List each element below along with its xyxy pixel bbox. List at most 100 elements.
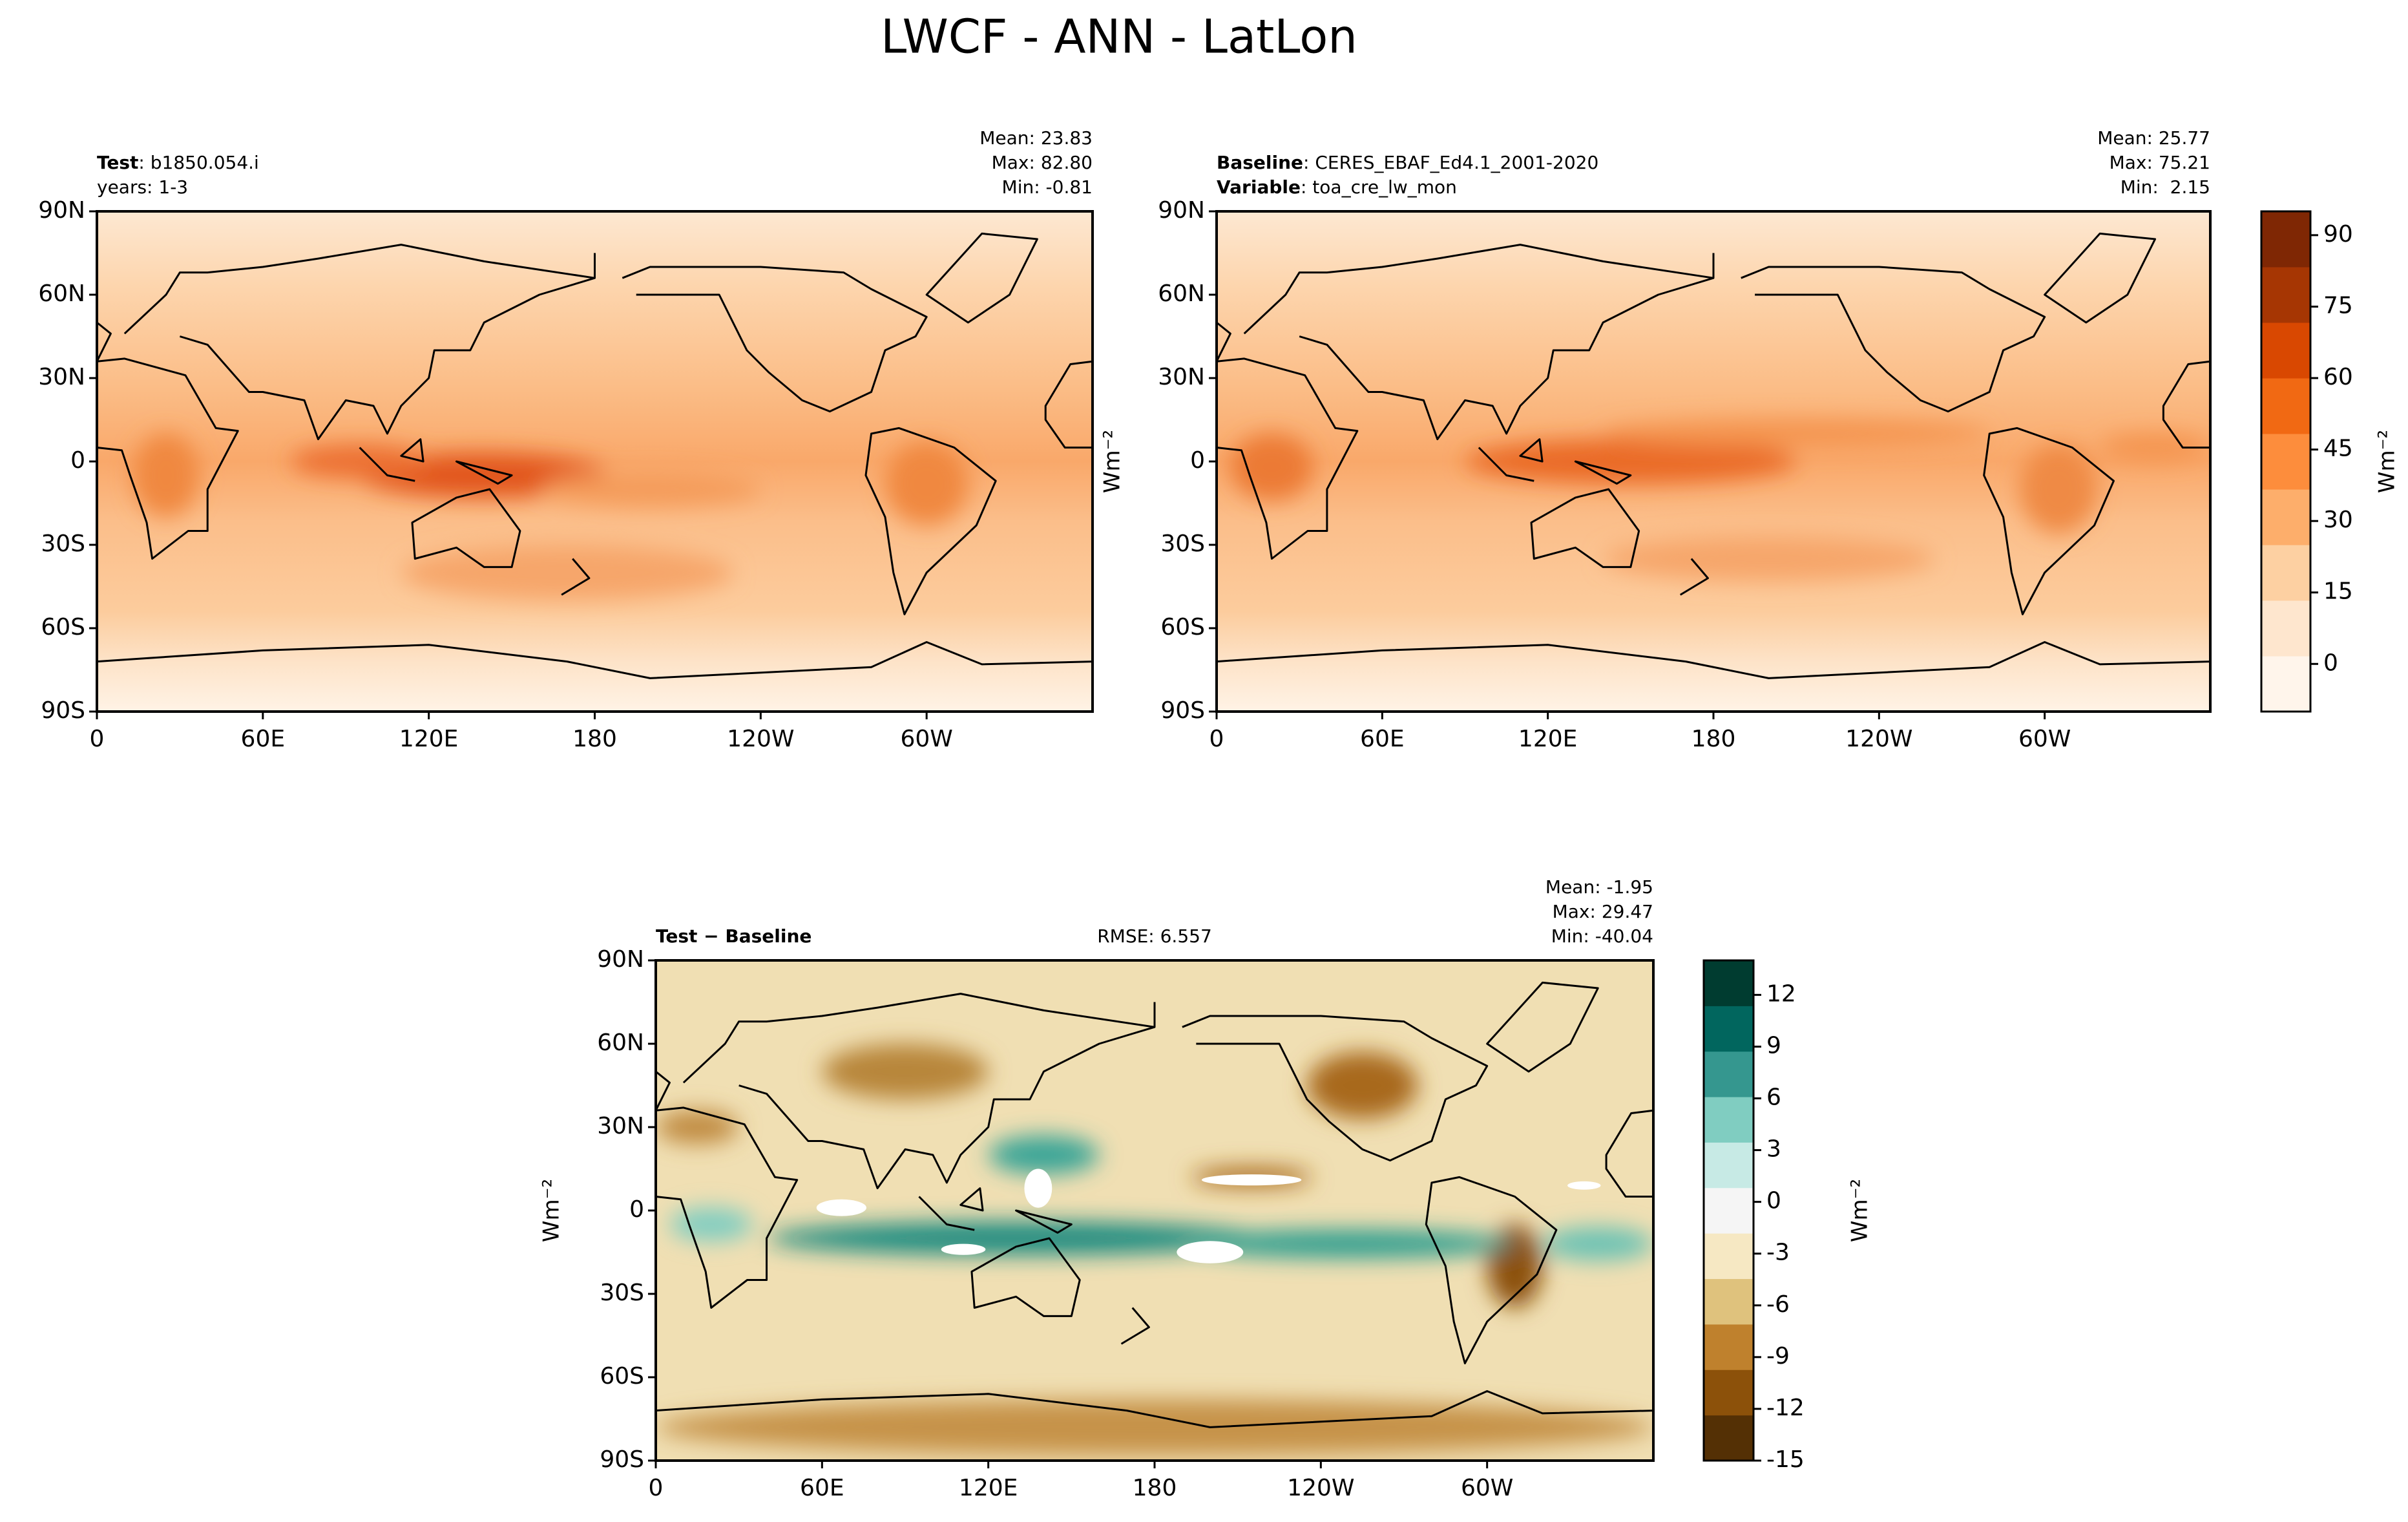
y-tick-label: 30S (600, 1280, 644, 1306)
colorbar-segment (2261, 266, 2310, 323)
colorbar-tick-label: 0 (1766, 1188, 1781, 1214)
panel-label-bold: Variable (1217, 176, 1301, 198)
colorbar-segment (1704, 1415, 1754, 1461)
colorbar-tick-label: -12 (1766, 1395, 1805, 1421)
colorbar-tick-label: -3 (1766, 1240, 1790, 1266)
y-tick-label: 0 (1190, 447, 1205, 474)
stat-text: Max: 75.21 (2110, 152, 2210, 173)
panel-label: years: 1-3 (97, 176, 188, 198)
panel-label-text: : CERES_EBAF_Ed4.1_2001-2020 (1303, 152, 1598, 173)
y-tick-label: 0 (629, 1196, 644, 1223)
y-tick-label: 60S (600, 1363, 644, 1390)
figure-title: LWCF - ANN - LatLon (881, 10, 1357, 64)
colorbar-segment (1704, 1005, 1754, 1052)
colorbar-segment (2261, 544, 2310, 601)
colorbar-tick-label: 90 (2323, 221, 2353, 248)
stat-text: Mean: -1.95 (1545, 876, 1653, 898)
colorbar-segment (2261, 211, 2310, 268)
stat-text: Max: 29.47 (1553, 901, 1653, 922)
x-tick-label: 60E (800, 1475, 844, 1501)
y-tick-label: 90N (1158, 197, 1205, 224)
x-tick-label: 60E (241, 726, 286, 752)
y-tick-label: 60N (1158, 280, 1205, 307)
x-tick-label: 120W (1845, 726, 1912, 752)
panel-label: Baseline: CERES_EBAF_Ed4.1_2001-2020 (1217, 152, 1598, 173)
colorbar-label: Wm⁻² (2374, 430, 2400, 493)
colorbar-segment (2261, 489, 2310, 545)
stat-text: Mean: 23.83 (979, 127, 1093, 149)
colorbar-tick-label: 75 (2323, 292, 2353, 319)
colorbar-segment (2261, 655, 2310, 712)
x-tick-label: 180 (1691, 726, 1736, 752)
x-tick-label: 0 (1209, 726, 1224, 752)
stat-text: Min: -40.04 (1551, 925, 1653, 947)
x-tick-label: 60W (900, 726, 952, 752)
stat-text: Min: 2.15 (2120, 176, 2210, 198)
stat-text: Min: -0.81 (1002, 176, 1093, 198)
x-tick-label: 60W (2018, 726, 2071, 752)
colorbar-segment (1704, 1369, 1754, 1416)
x-tick-label: 120W (727, 726, 794, 752)
panel-label-text: years: 1-3 (97, 176, 188, 198)
x-tick-label: 120W (1287, 1475, 1354, 1501)
colorbar-segment (1704, 960, 1754, 1006)
panel-label: Variable: toa_cre_lw_mon (1217, 176, 1457, 198)
map-field (1217, 211, 2210, 712)
x-tick-label: 60W (1461, 1475, 1513, 1501)
rmse-text: RMSE: 6.557 (1097, 925, 1212, 947)
colorbar-tick-label: -6 (1766, 1291, 1790, 1318)
colorbar-frame (2260, 210, 2312, 713)
colorbar-tick-label: 6 (1766, 1084, 1781, 1111)
colorbar-segment (1704, 1187, 1754, 1234)
panel-label-text: : b1850.054.i (138, 152, 258, 173)
x-tick-label: 0 (649, 1475, 664, 1501)
colorbar-tick-label: 45 (2323, 436, 2353, 462)
y-tick-label: 60S (1160, 614, 1205, 640)
colorbar-label: Wm⁻² (1847, 1179, 1873, 1242)
colorbar-frame (1702, 959, 1755, 1462)
stat-text: Max: 82.80 (992, 152, 1093, 173)
map-field (97, 211, 1093, 712)
y-tick-label: 0 (70, 447, 85, 474)
x-tick-label: 120E (399, 726, 458, 752)
colorbar-segment (2261, 433, 2310, 490)
colorbar-tick-label: -9 (1766, 1343, 1790, 1369)
colorbar-tick-label: 15 (2323, 578, 2353, 605)
map-field (656, 960, 1653, 1461)
panel-label: Test: b1850.054.i (97, 152, 259, 173)
x-tick-label: 120E (1518, 726, 1577, 752)
x-tick-label: 180 (1133, 1475, 1177, 1501)
y-tick-label: 90S (1160, 697, 1205, 724)
stat-text: Mean: 25.77 (2097, 127, 2210, 149)
colorbar-segment (1704, 1096, 1754, 1143)
colorbar-tick-label: 12 (1766, 980, 1796, 1007)
colorbar-tick-label: -15 (1766, 1446, 1805, 1473)
panel-label: Test − Baseline (656, 925, 811, 947)
panel-label-bold: Baseline (1217, 152, 1303, 173)
colorbar-segment (1704, 1324, 1754, 1370)
colorbar-segment (1704, 1051, 1754, 1097)
panel-label-text: : toa_cre_lw_mon (1301, 176, 1457, 198)
panel-label-bold: Test − Baseline (656, 925, 811, 947)
y-tick-label: 30S (1160, 531, 1205, 557)
y-tick-label: 30N (1158, 364, 1205, 390)
y-tick-label: 90S (41, 697, 85, 724)
y-axis-label: Wm⁻² (1100, 430, 1125, 493)
y-tick-label: 90S (600, 1446, 644, 1473)
y-tick-label: 30S (41, 531, 85, 557)
y-tick-label: 60N (597, 1030, 644, 1056)
colorbar-tick-label: 0 (2323, 650, 2338, 676)
x-tick-label: 180 (572, 726, 617, 752)
y-tick-label: 60S (41, 614, 85, 640)
colorbar-segment (1704, 1141, 1754, 1189)
colorbar-tick-label: 60 (2323, 364, 2353, 390)
colorbar-segment (2261, 322, 2310, 379)
colorbar-segment (2261, 600, 2310, 657)
x-tick-label: 0 (90, 726, 105, 752)
colorbar-tick-label: 3 (1766, 1136, 1781, 1163)
y-tick-label: 90N (597, 946, 644, 973)
colorbar-segment (1704, 1232, 1754, 1280)
x-tick-label: 60E (1360, 726, 1405, 752)
y-axis-label: Wm⁻² (539, 1179, 565, 1242)
